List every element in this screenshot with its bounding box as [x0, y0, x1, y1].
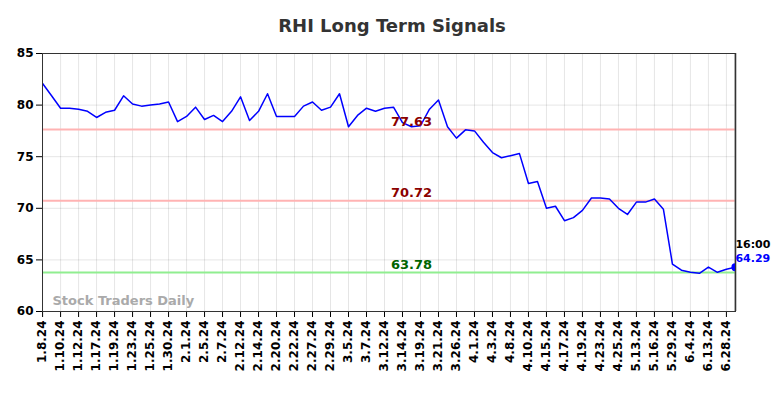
svg-text:2.12.24: 2.12.24	[233, 321, 247, 372]
svg-text:63.78: 63.78	[391, 257, 432, 272]
svg-text:64.29: 64.29	[735, 252, 770, 265]
svg-text:3.19.24: 3.19.24	[413, 321, 427, 372]
svg-text:1.30.24: 1.30.24	[161, 321, 175, 372]
svg-text:4.15.24: 4.15.24	[539, 321, 553, 372]
svg-text:1.10.24: 1.10.24	[53, 321, 67, 372]
svg-text:85: 85	[17, 46, 34, 60]
svg-text:1.19.24: 1.19.24	[107, 321, 121, 372]
svg-text:1.8.24: 1.8.24	[35, 321, 49, 364]
html-text:RHI Long Term Signals: RHI Long Term Signals	[278, 15, 506, 36]
svg-text:3.26.24: 3.26.24	[449, 321, 463, 372]
svg-text:3.21.24: 3.21.24	[431, 321, 445, 372]
svg-text:2.22.24: 2.22.24	[287, 321, 301, 372]
svg-text:3.7.24: 3.7.24	[359, 321, 373, 364]
svg-text:75: 75	[17, 150, 34, 164]
svg-text:4.19.24: 4.19.24	[575, 321, 589, 372]
svg-text:2.5.24: 2.5.24	[197, 321, 211, 364]
svg-text:80: 80	[17, 98, 34, 112]
svg-text:70.72: 70.72	[391, 185, 432, 200]
svg-text:2.27.24: 2.27.24	[305, 321, 319, 372]
svg-text:2.14.24: 2.14.24	[251, 321, 265, 372]
svg-text:2.1.24: 2.1.24	[179, 321, 193, 364]
svg-text:77.63: 77.63	[391, 114, 432, 129]
svg-text:60: 60	[17, 304, 34, 318]
svg-text:1.23.24: 1.23.24	[125, 321, 139, 372]
svg-text:1.25.24: 1.25.24	[143, 321, 157, 372]
svg-text:2.7.24: 2.7.24	[215, 321, 229, 364]
svg-text:4.23.24: 4.23.24	[593, 321, 607, 372]
svg-text:3.12.24: 3.12.24	[377, 321, 391, 372]
svg-text:65: 65	[17, 253, 34, 267]
svg-text:5.13.24: 5.13.24	[629, 321, 643, 372]
svg-text:Stock Traders Daily: Stock Traders Daily	[53, 293, 195, 308]
svg-text:3.5.24: 3.5.24	[341, 321, 355, 364]
svg-text:4.8.24: 4.8.24	[503, 321, 517, 364]
svg-text:16:00: 16:00	[735, 238, 770, 251]
svg-text:6.13.24: 6.13.24	[701, 321, 715, 372]
svg-text:4.17.24: 4.17.24	[557, 321, 571, 372]
svg-text:5.29.24: 5.29.24	[665, 321, 679, 372]
svg-text:4.25.24: 4.25.24	[611, 321, 625, 372]
svg-text:2.20.24: 2.20.24	[269, 321, 283, 372]
svg-text:1.12.24: 1.12.24	[71, 321, 85, 372]
svg-text:6.28.24: 6.28.24	[719, 321, 733, 372]
svg-text:5.16.24: 5.16.24	[647, 321, 661, 372]
svg-text:4.1.24: 4.1.24	[467, 321, 481, 364]
svg-text:6.4.24: 6.4.24	[683, 321, 697, 364]
svg-text:3.14.24: 3.14.24	[395, 321, 409, 372]
svg-text:70: 70	[17, 201, 34, 215]
svg-text:2.29.24: 2.29.24	[323, 321, 337, 372]
svg-text:1.17.24: 1.17.24	[89, 321, 103, 372]
svg-text:4.3.24: 4.3.24	[485, 321, 499, 364]
svg-text:4.10.24: 4.10.24	[521, 321, 535, 372]
